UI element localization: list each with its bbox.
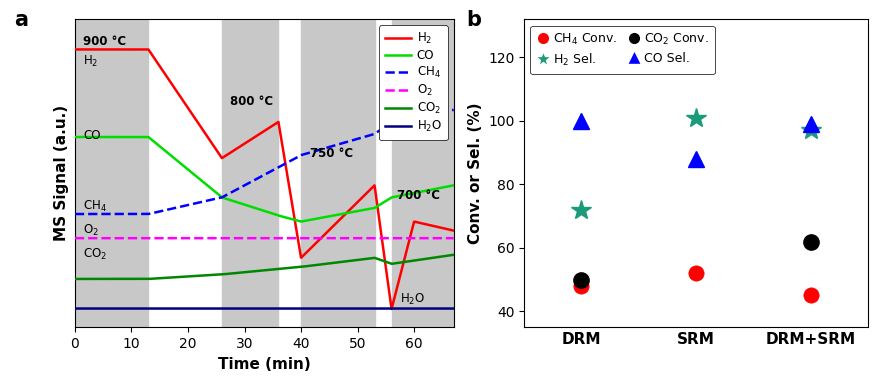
Text: CH$_4$: CH$_4$ bbox=[84, 199, 107, 214]
Text: 900 °C: 900 °C bbox=[84, 35, 127, 48]
Text: H$_2$O: H$_2$O bbox=[400, 291, 426, 306]
Text: 800 °C: 800 °C bbox=[230, 95, 273, 108]
X-axis label: Time (min): Time (min) bbox=[218, 357, 311, 372]
Text: CO: CO bbox=[84, 129, 100, 142]
Text: b: b bbox=[466, 10, 481, 30]
Text: 750 °C: 750 °C bbox=[309, 147, 352, 160]
Text: O$_2$: O$_2$ bbox=[84, 223, 100, 238]
Bar bbox=[75, 19, 148, 327]
Bar bbox=[301, 19, 374, 327]
Text: a: a bbox=[14, 10, 28, 30]
Bar bbox=[222, 19, 278, 327]
Text: 700 °C: 700 °C bbox=[397, 189, 440, 202]
Y-axis label: Conv. or Sel. (%): Conv. or Sel. (%) bbox=[468, 102, 483, 244]
Text: H$_2$: H$_2$ bbox=[84, 54, 99, 69]
Bar bbox=[391, 19, 454, 327]
Y-axis label: MS Signal (a.u.): MS Signal (a.u.) bbox=[55, 105, 70, 241]
Text: CO$_2$: CO$_2$ bbox=[84, 247, 107, 262]
Legend: CH$_4$ Conv., H$_2$ Sel., CO$_2$ Conv., CO Sel.: CH$_4$ Conv., H$_2$ Sel., CO$_2$ Conv., … bbox=[530, 25, 714, 74]
Legend: H$_2$, CO, CH$_4$, O$_2$, CO$_2$, H$_2$O: H$_2$, CO, CH$_4$, O$_2$, CO$_2$, H$_2$O bbox=[379, 25, 448, 140]
